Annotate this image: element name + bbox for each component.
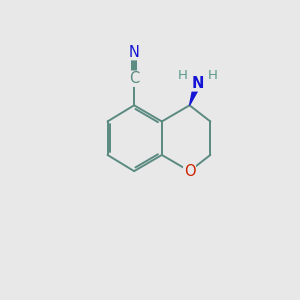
Text: H: H [208, 70, 218, 83]
Text: N: N [129, 45, 140, 60]
Polygon shape [190, 82, 201, 105]
Text: N: N [191, 76, 204, 91]
Text: C: C [129, 71, 139, 86]
Text: H: H [178, 70, 188, 83]
Text: O: O [184, 164, 195, 178]
